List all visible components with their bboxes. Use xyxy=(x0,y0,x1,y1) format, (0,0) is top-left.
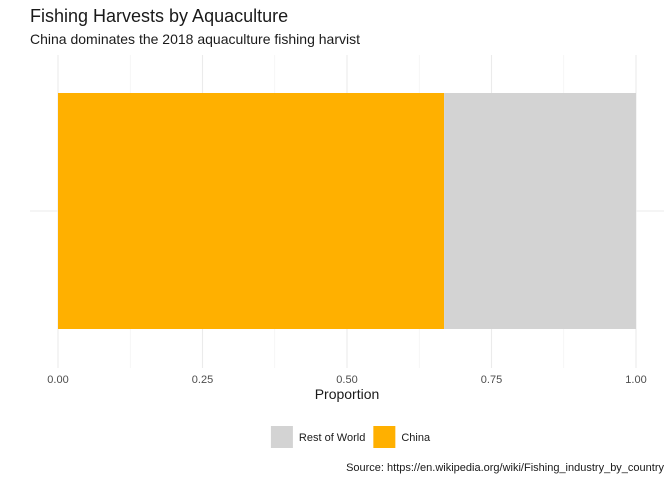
x-tick-label: 0.50 xyxy=(336,374,357,386)
chart-title: Fishing Harvests by Aquaculture xyxy=(30,6,288,26)
legend-swatch xyxy=(373,426,396,448)
legend-swatch xyxy=(270,426,293,448)
bar-rest-of-world xyxy=(444,93,636,329)
x-tick-label: 0.75 xyxy=(481,374,502,386)
bar-china xyxy=(58,93,445,329)
x-tick-label: 0.00 xyxy=(47,374,68,386)
legend: Rest of World China xyxy=(270,426,431,448)
x-tick-label: 0.25 xyxy=(192,374,213,386)
x-axis-label: Proportion xyxy=(315,386,380,402)
plot-area: 0.00 0.25 0.50 0.75 1.00 xyxy=(30,55,664,386)
x-tick-label: 1.00 xyxy=(625,374,646,386)
chart-caption: Source: https://en.wikipedia.org/wiki/Fi… xyxy=(346,462,664,474)
chart-subtitle: China dominates the 2018 aquaculture fis… xyxy=(30,31,360,47)
legend-label: Rest of World xyxy=(299,432,365,444)
legend-label: China xyxy=(401,432,431,444)
